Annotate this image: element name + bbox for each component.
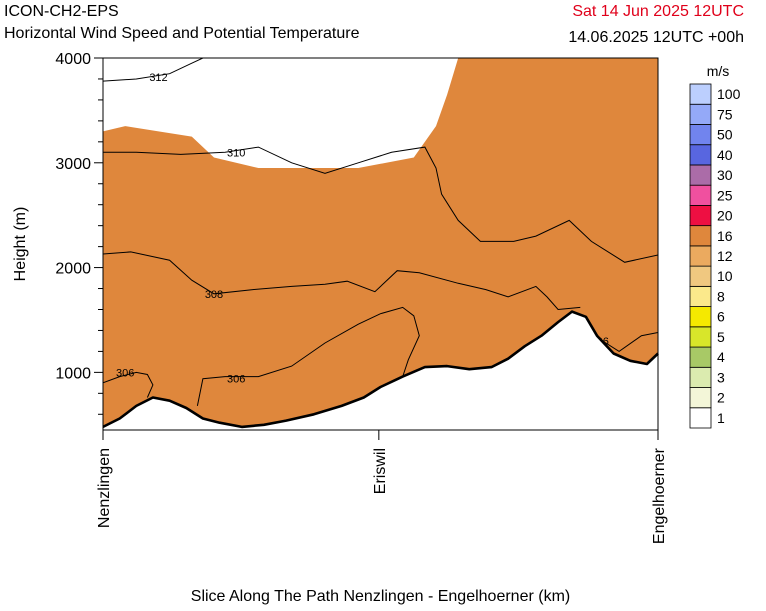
terrain-line [102, 310, 659, 429]
run-info: 14.06.2025 12UTC +00h [568, 29, 744, 46]
colorbar-swatch [689, 225, 712, 247]
plot-frame [102, 57, 659, 431]
colorbar-label: 30 [717, 167, 733, 183]
colorbar-swatch [689, 346, 712, 368]
wind-region-16 [103, 58, 658, 427]
y-tick-label: 1000 [55, 365, 91, 382]
colorbar-swatch [689, 83, 712, 105]
ground-mask [103, 311, 658, 430]
colorbar-label: 1 [717, 410, 725, 426]
isentrope-label: 312 [149, 72, 167, 84]
colorbar-swatch [689, 326, 712, 348]
isentrope-label: 310 [227, 147, 245, 159]
isentrope-306 [103, 371, 154, 398]
y-tick-label: 3000 [55, 156, 91, 173]
colorbar-label: 20 [717, 208, 733, 224]
isentrope-label: 306 [227, 374, 245, 386]
colorbar-swatch [689, 245, 712, 267]
colorbar-label: 5 [717, 329, 725, 345]
y-tick-label: 2000 [55, 261, 91, 278]
colorbar-label: 12 [717, 248, 733, 264]
isentrope-312 [103, 58, 204, 82]
colorbar-swatch [689, 205, 712, 227]
colorbar-label: 4 [717, 349, 725, 365]
isentrope-label: 308 [205, 289, 223, 301]
colorbar-label: 100 [717, 86, 741, 102]
y-axis: 1000 2000 3000 4000 [55, 51, 103, 415]
y-axis-label: Height (m) [12, 207, 29, 282]
colorbar-swatch [689, 144, 712, 166]
colorbar-unit: m/s [707, 63, 730, 79]
x-location-label: Eriswil [372, 448, 389, 494]
colorbar-swatch [689, 184, 712, 206]
colorbar-label: 25 [717, 187, 733, 203]
terrain [102, 310, 659, 430]
colorbar-label: 50 [717, 127, 733, 143]
model-title: ICON-CH2-EPS [4, 3, 119, 20]
colorbar-swatch [689, 265, 712, 287]
colorbar-label: 75 [717, 106, 733, 122]
colorbar-label: 40 [717, 147, 733, 163]
x-axis: Nenzlingen Eriswil Engelhoerner [96, 430, 668, 544]
isentrope-306 [196, 306, 420, 406]
isentrope-label: 306 [116, 367, 134, 379]
colorbar-swatch [689, 103, 712, 125]
colorbar-label: 10 [717, 268, 733, 284]
colorbar-swatch [689, 387, 712, 409]
colorbar-label: 2 [717, 390, 725, 406]
colorbar-swatch [689, 164, 712, 186]
x-axis-label: Slice Along The Path Nenzlingen - Engelh… [190, 588, 571, 605]
colorbar-swatch [689, 124, 712, 146]
colorbar-swatch [689, 407, 712, 429]
valid-time: Sat 14 Jun 2025 12UTC [572, 3, 744, 20]
colorbar-label: 6 [717, 309, 725, 325]
colorbar-swatch [689, 306, 712, 328]
colorbar-label: 16 [717, 228, 733, 244]
y-tick-label: 4000 [55, 51, 91, 68]
isentrope-310 [103, 146, 658, 263]
colorbar-swatch [689, 285, 712, 307]
colorbar-label: 3 [717, 369, 725, 385]
isentrope-308 [103, 251, 581, 311]
chart-subtitle: Horizontal Wind Speed and Potential Temp… [4, 25, 360, 42]
colorbar-swatch [689, 366, 712, 388]
x-location-label: Engelhoerner [651, 447, 668, 544]
x-location-label: Nenzlingen [96, 448, 113, 528]
colorbar-label: 8 [717, 288, 725, 304]
